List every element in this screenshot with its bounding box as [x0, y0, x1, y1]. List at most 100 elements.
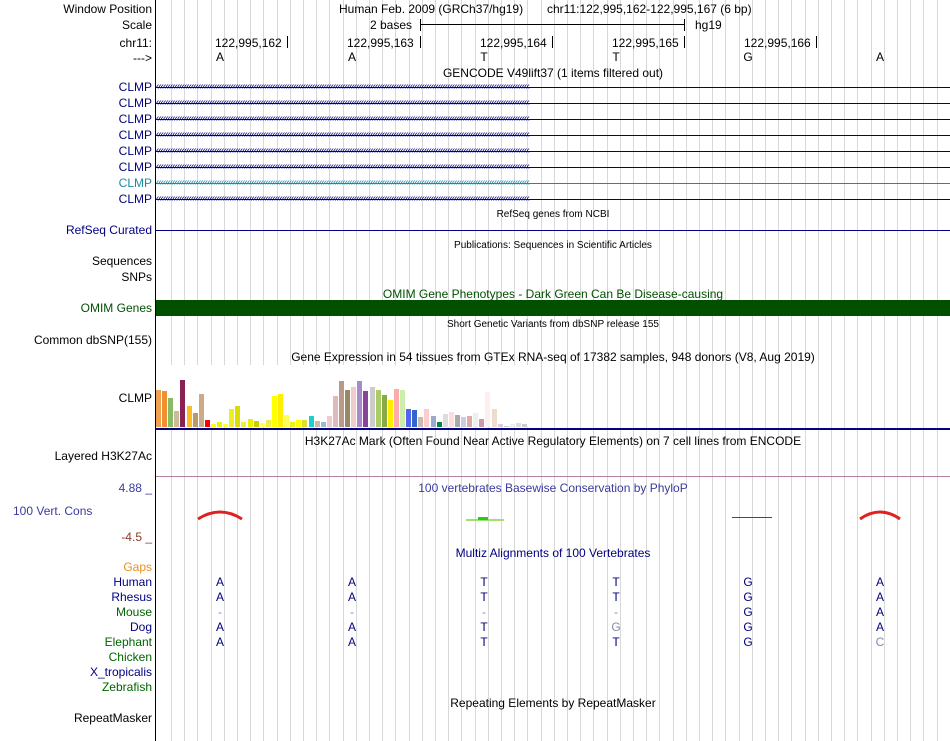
publications-snps-label[interactable]: SNPs: [121, 270, 152, 284]
gtex-tissue-bar[interactable]: [376, 390, 381, 427]
multiz-species-label[interactable]: Dog: [129, 620, 152, 634]
gtex-tissue-bar[interactable]: [455, 415, 460, 427]
gtex-tissue-bar[interactable]: [394, 389, 399, 427]
phylop-graph[interactable]: [156, 500, 950, 530]
gtex-tissue-bar[interactable]: [382, 395, 387, 427]
gtex-tissue-bar[interactable]: [327, 416, 332, 427]
gencode-transcript-label[interactable]: CLMP: [118, 112, 152, 126]
gencode-transcript-line[interactable]: [156, 87, 950, 88]
repeatmasker-label[interactable]: RepeatMasker: [73, 711, 152, 725]
gencode-transcript-strand[interactable]: ‹‹‹‹‹‹‹‹‹‹‹‹‹‹‹‹‹‹‹‹‹‹‹‹‹‹‹‹‹‹‹‹‹‹‹‹‹‹‹‹…: [156, 129, 950, 141]
gtex-tissue-bar[interactable]: [235, 406, 240, 427]
gtex-tissue-bar[interactable]: [266, 420, 271, 427]
gtex-tissue-bar[interactable]: [339, 381, 344, 427]
gtex-tissue-bar[interactable]: [211, 424, 216, 427]
multiz-species-label[interactable]: Zebrafish: [101, 680, 152, 694]
multiz-species-label[interactable]: Rhesus: [111, 590, 152, 604]
gencode-transcript-label[interactable]: CLMP: [118, 96, 152, 110]
gtex-tissue-bar[interactable]: [418, 417, 423, 427]
gtex-tissue-bar[interactable]: [504, 426, 509, 427]
gtex-tissue-bar[interactable]: [187, 406, 192, 427]
gtex-tissue-bar[interactable]: [156, 390, 161, 427]
gtex-tissue-bar[interactable]: [174, 411, 179, 427]
gencode-transcript-strand[interactable]: ‹‹‹‹‹‹‹‹‹‹‹‹‹‹‹‹‹‹‹‹‹‹‹‹‹‹‹‹‹‹‹‹‹‹‹‹‹‹‹‹…: [156, 161, 950, 173]
gtex-tissue-bar[interactable]: [199, 394, 204, 427]
gtex-tissue-bar[interactable]: [412, 410, 417, 427]
gtex-tissue-bar[interactable]: [345, 390, 350, 427]
gtex-tissue-bar[interactable]: [223, 424, 228, 427]
gencode-transcript-line[interactable]: [156, 135, 950, 136]
gtex-tissue-bar[interactable]: [278, 394, 283, 427]
gtex-tissue-bar[interactable]: [516, 423, 521, 427]
gtex-tissue-bar[interactable]: [473, 413, 478, 427]
multiz-species-label[interactable]: Human: [113, 575, 152, 589]
gencode-transcript-strand[interactable]: ‹‹‹‹‹‹‹‹‹‹‹‹‹‹‹‹‹‹‹‹‹‹‹‹‹‹‹‹‹‹‹‹‹‹‹‹‹‹‹‹…: [156, 177, 950, 189]
gtex-tissue-bar[interactable]: [467, 416, 472, 427]
multiz-species-label[interactable]: Elephant: [104, 635, 152, 649]
gtex-tissue-bar[interactable]: [241, 422, 246, 427]
gencode-transcript-strand[interactable]: ‹‹‹‹‹‹‹‹‹‹‹‹‹‹‹‹‹‹‹‹‹‹‹‹‹‹‹‹‹‹‹‹‹‹‹‹‹‹‹‹…: [156, 81, 950, 93]
gencode-transcript-line[interactable]: [156, 103, 950, 104]
dbsnp-label[interactable]: Common dbSNP(155): [33, 333, 152, 347]
gencode-transcript-label[interactable]: CLMP: [118, 176, 152, 190]
gtex-tissue-bar[interactable]: [309, 416, 314, 427]
gtex-tissue-bar[interactable]: [296, 420, 301, 427]
gtex-tissue-bar[interactable]: [302, 420, 307, 427]
omim-genes-label[interactable]: OMIM Genes: [80, 301, 152, 315]
gtex-gene-label[interactable]: CLMP: [118, 391, 152, 405]
gtex-tissue-bar[interactable]: [510, 424, 515, 427]
multiz-species-label[interactable]: X_tropicalis: [89, 665, 152, 679]
gencode-transcript-label[interactable]: CLMP: [118, 160, 152, 174]
h3k27ac-label[interactable]: Layered H3K27Ac: [54, 449, 152, 463]
gtex-tissue-bar[interactable]: [357, 381, 362, 427]
gencode-transcript-label[interactable]: CLMP: [118, 144, 152, 158]
gtex-tissue-bar[interactable]: [168, 398, 173, 427]
gencode-transcript-strand[interactable]: ‹‹‹‹‹‹‹‹‹‹‹‹‹‹‹‹‹‹‹‹‹‹‹‹‹‹‹‹‹‹‹‹‹‹‹‹‹‹‹‹…: [156, 97, 950, 109]
gtex-tissue-bar[interactable]: [400, 390, 405, 427]
gencode-transcript-line[interactable]: [156, 119, 950, 120]
gtex-tissue-bar[interactable]: [180, 380, 185, 427]
multiz-species-label[interactable]: Chicken: [108, 650, 152, 664]
publications-sequences-label[interactable]: Sequences: [91, 254, 152, 268]
gtex-tissue-bar[interactable]: [485, 392, 490, 427]
gtex-tissue-bar[interactable]: [443, 414, 448, 427]
gtex-tissue-bar[interactable]: [272, 396, 277, 427]
gtex-tissue-bar[interactable]: [431, 416, 436, 427]
gencode-transcript-line[interactable]: [156, 199, 950, 200]
gencode-transcript-line[interactable]: [156, 151, 950, 152]
gtex-tissue-bar[interactable]: [388, 400, 393, 427]
gtex-tissue-bar[interactable]: [449, 412, 454, 427]
gtex-tissue-bar[interactable]: [522, 424, 527, 427]
gtex-tissue-bar[interactable]: [424, 409, 429, 427]
refseq-gene-line[interactable]: [156, 230, 950, 231]
gtex-tissue-bar[interactable]: [217, 422, 222, 427]
gtex-tissue-bar[interactable]: [205, 420, 210, 427]
gtex-tissue-bar[interactable]: [406, 409, 411, 427]
gencode-transcript-line[interactable]: [156, 183, 950, 184]
gtex-tissue-bar[interactable]: [284, 415, 289, 427]
refseq-curated-label[interactable]: RefSeq Curated: [65, 223, 152, 237]
gtex-tissue-bar[interactable]: [248, 419, 253, 427]
omim-gene-bar[interactable]: [156, 300, 950, 316]
gtex-tissue-bar[interactable]: [321, 422, 326, 427]
gtex-tissue-bar[interactable]: [229, 409, 234, 427]
gtex-tissue-bar[interactable]: [370, 387, 375, 427]
gtex-tissue-bar[interactable]: [193, 413, 198, 427]
gtex-tissue-bar[interactable]: [290, 422, 295, 427]
gtex-tissue-bar[interactable]: [260, 423, 265, 427]
gtex-tissue-bar[interactable]: [437, 422, 442, 427]
gencode-transcript-label[interactable]: CLMP: [118, 80, 152, 94]
gtex-tissue-bar[interactable]: [363, 391, 368, 427]
gtex-tissue-bar[interactable]: [333, 396, 338, 427]
gencode-transcript-strand[interactable]: ‹‹‹‹‹‹‹‹‹‹‹‹‹‹‹‹‹‹‹‹‹‹‹‹‹‹‹‹‹‹‹‹‹‹‹‹‹‹‹‹…: [156, 113, 950, 125]
gtex-tissue-bar[interactable]: [461, 417, 466, 427]
gencode-transcript-label[interactable]: CLMP: [118, 128, 152, 142]
gencode-transcript-line[interactable]: [156, 167, 950, 168]
gtex-tissue-bar[interactable]: [351, 387, 356, 427]
multiz-species-label[interactable]: Mouse: [115, 605, 152, 619]
gtex-tissue-bar[interactable]: [492, 409, 497, 427]
gencode-transcript-strand[interactable]: ‹‹‹‹‹‹‹‹‹‹‹‹‹‹‹‹‹‹‹‹‹‹‹‹‹‹‹‹‹‹‹‹‹‹‹‹‹‹‹‹…: [156, 193, 950, 205]
gtex-tissue-bar[interactable]: [498, 424, 503, 427]
gtex-tissue-bar[interactable]: [315, 421, 320, 427]
gencode-transcript-label[interactable]: CLMP: [118, 192, 152, 206]
